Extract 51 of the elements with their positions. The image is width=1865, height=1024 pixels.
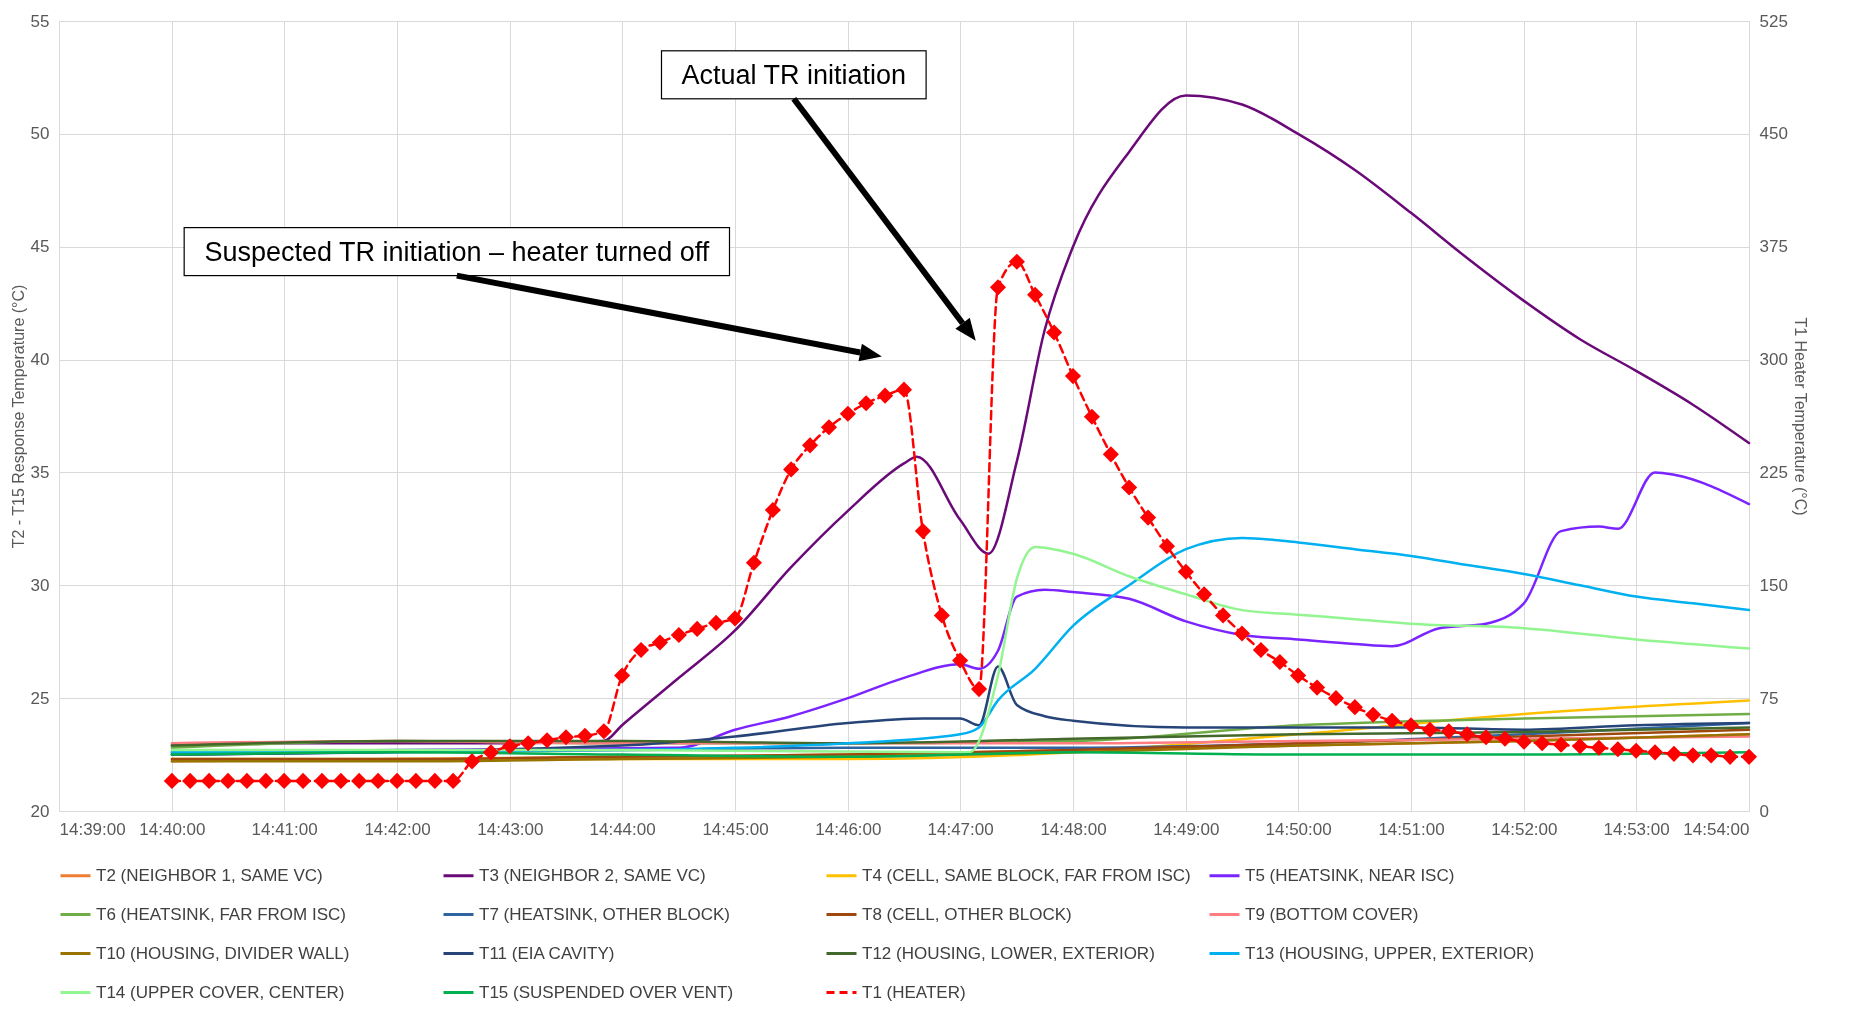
legend-label: T12 (HOUSING, LOWER, EXTERIOR) [862,943,1155,963]
legend-label: T7 (HEATSINK, OTHER BLOCK) [479,904,730,924]
x-tick-label: 14:49:00 [1153,819,1220,839]
y-tick-label: 20 [30,801,50,821]
x-tick-label: 14:46:00 [815,819,882,839]
legend-label: T13 (HOUSING, UPPER, EXTERIOR) [1245,943,1535,963]
y2-tick-label: 375 [1759,237,1788,257]
y-tick-label: 50 [30,124,50,144]
y-tick-label: 55 [30,11,50,31]
y-tick-label: 45 [30,237,50,257]
x-tick-label: 14:41:00 [251,819,318,839]
x-tick-label: 14:45:00 [702,819,769,839]
legend-label: T5 (HEATSINK, NEAR ISC) [1245,865,1455,885]
y2-tick-label: 225 [1759,462,1788,482]
x-tick-label: 14:52:00 [1491,819,1558,839]
x-tick-label: 14:40:00 [139,819,206,839]
x-tick-label: 14:42:00 [364,819,431,839]
x-tick-label: 14:51:00 [1378,819,1445,839]
y-tick-label: 40 [30,350,50,370]
x-tick-label: 14:44:00 [589,819,656,839]
y-axis-title: T2 - T15 Response Temperature (°C) [9,284,27,549]
y-tick-label: 25 [30,688,50,708]
x-tick-label: 14:54:00 [1683,819,1750,839]
legend-label: T11 (EIA CAVITY) [479,943,615,963]
legend-label: T6 (HEATSINK, FAR FROM ISC) [96,904,346,924]
y2-axis-title: T1 Heater Temperature (°C) [1791,317,1809,516]
y-tick-label: 35 [30,462,50,482]
legend-label: T3 (NEIGHBOR 2, SAME VC) [479,865,706,885]
legend-label: T1 (HEATER) [862,982,966,1002]
legend-label: T4 (CELL, SAME BLOCK, FAR FROM ISC) [862,865,1191,885]
x-tick-label: 14:48:00 [1040,819,1107,839]
legend-label: T8 (CELL, OTHER BLOCK) [862,904,1072,924]
annotation: Suspected TR initiation – heater turned off [204,236,710,267]
x-tick-label: 14:43:00 [477,819,544,839]
x-tick-label: 14:50:00 [1265,819,1332,839]
legend-label: T9 (BOTTOM COVER) [1245,904,1419,924]
legend-label: T15 (SUSPENDED OVER VENT) [479,982,734,1002]
x-tick-label: 14:53:00 [1603,819,1670,839]
x-tick-label: 14:39:00 [59,819,126,839]
annotation: Actual TR initiation [681,59,907,90]
x-tick-label: 14:47:00 [927,819,994,839]
y2-tick-label: 75 [1759,688,1779,708]
legend-label: T2 (NEIGHBOR 1, SAME VC) [96,865,323,885]
y2-tick-label: 525 [1759,11,1788,31]
y-tick-label: 30 [30,575,50,595]
y2-tick-label: 0 [1759,801,1769,821]
legend-label: T10 (HOUSING, DIVIDER WALL) [96,943,350,963]
y2-tick-label: 300 [1759,350,1788,370]
y2-tick-label: 450 [1759,124,1788,144]
y2-tick-label: 150 [1759,575,1788,595]
legend-label: T14 (UPPER COVER, CENTER) [96,982,345,1002]
